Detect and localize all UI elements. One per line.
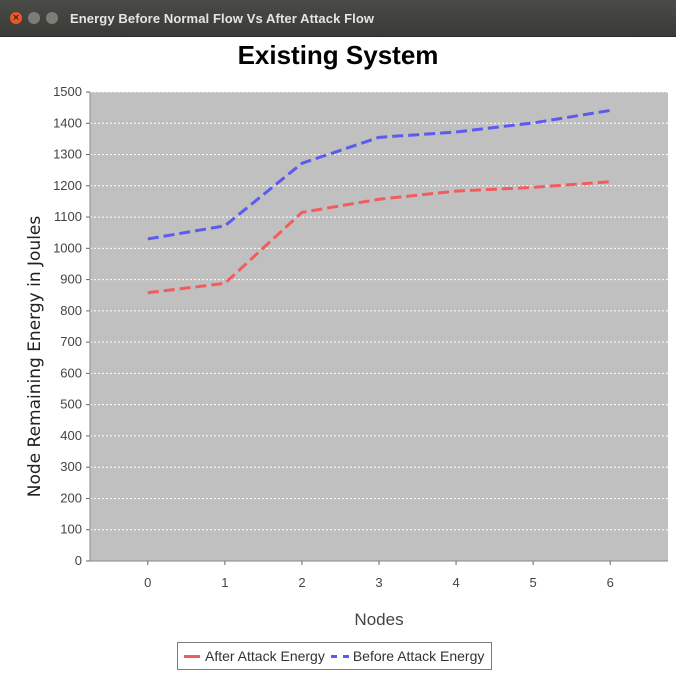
legend-label-before: Before Attack Energy bbox=[352, 648, 485, 664]
x-tick-label: 6 bbox=[607, 575, 614, 590]
plot-area bbox=[90, 92, 668, 561]
y-tick-label: 1000 bbox=[53, 240, 82, 255]
y-tick-label: 600 bbox=[60, 365, 82, 380]
y-tick-label: 0 bbox=[75, 553, 82, 568]
x-tick-label: 2 bbox=[298, 575, 305, 590]
x-tick-label: 1 bbox=[221, 575, 228, 590]
y-tick-label: 1400 bbox=[53, 115, 82, 130]
y-tick-label: 1500 bbox=[53, 84, 82, 99]
series-line-after bbox=[147, 180, 611, 295]
y-tick-label: 100 bbox=[60, 522, 82, 537]
x-tick-label: 0 bbox=[144, 575, 151, 590]
legend-swatch-after bbox=[184, 654, 200, 658]
y-tick-label: 900 bbox=[60, 272, 82, 287]
y-tick-label: 500 bbox=[60, 397, 82, 412]
x-tick-label: 5 bbox=[530, 575, 537, 590]
series-line-before bbox=[147, 108, 611, 241]
legend-label-after: After Attack Energy bbox=[205, 648, 325, 664]
x-axis-ticks: 0 1 2 3 4 5 6 bbox=[144, 561, 614, 590]
y-tick-label: 700 bbox=[60, 334, 82, 349]
minimize-icon[interactable] bbox=[28, 12, 40, 24]
y-tick-label: 400 bbox=[60, 428, 82, 443]
chart-title: Existing System bbox=[237, 40, 439, 70]
y-tick-label: 200 bbox=[60, 490, 82, 505]
maximize-icon[interactable] bbox=[46, 12, 58, 24]
series-lines bbox=[147, 108, 611, 295]
line-chart: 0100200300400500600700800900100011001200… bbox=[25, 84, 668, 629]
x-axis-label: Nodes bbox=[354, 610, 403, 629]
close-icon[interactable]: × bbox=[10, 12, 22, 24]
grid-lines bbox=[90, 91, 668, 531]
x-tick-label: 4 bbox=[452, 575, 459, 590]
window-title: Energy Before Normal Flow Vs After Attac… bbox=[70, 10, 375, 26]
chart-legend: After Attack Energy Before Attack Energy bbox=[177, 642, 493, 670]
legend-item-before: Before Attack Energy bbox=[325, 648, 485, 664]
y-axis-label: Node Remaining Energy in Joules bbox=[25, 216, 45, 498]
window-titlebar: × Energy Before Normal Flow Vs After Att… bbox=[0, 0, 676, 37]
x-tick-label: 3 bbox=[375, 575, 382, 590]
y-tick-label: 1200 bbox=[53, 178, 82, 193]
y-tick-label: 1100 bbox=[54, 209, 82, 224]
y-tick-label: 1300 bbox=[53, 147, 82, 162]
y-axis-ticks: 0 100 200 300 400 500 600 700 800 900 1000 1100 1200… bbox=[53, 84, 90, 568]
legend-item-after: After Attack Energy bbox=[184, 648, 325, 664]
legend-swatch-before bbox=[330, 654, 349, 658]
y-tick-label: 800 bbox=[60, 303, 82, 318]
y-tick-label: 300 bbox=[60, 459, 82, 474]
